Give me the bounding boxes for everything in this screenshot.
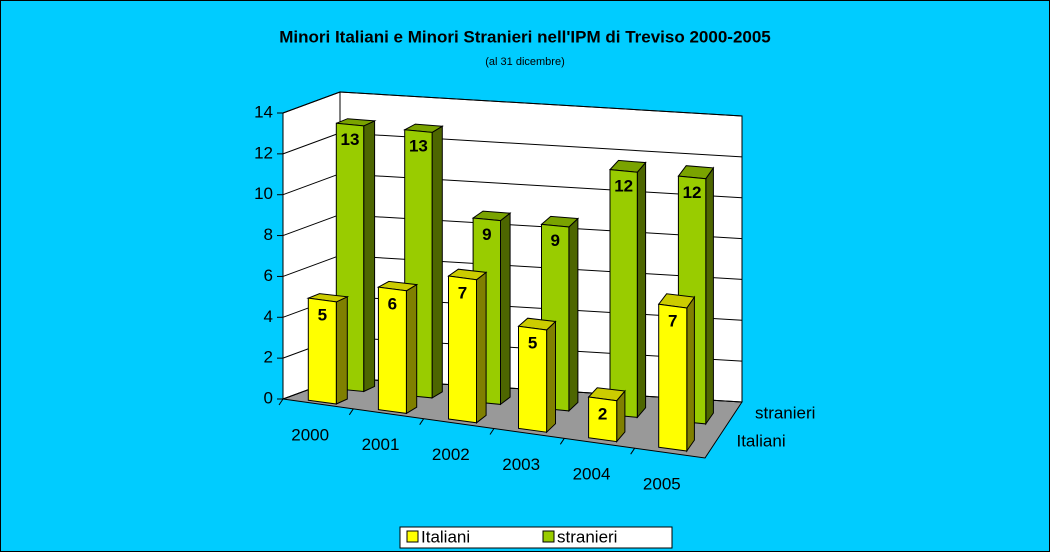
grid-line xyxy=(282,173,341,196)
bar xyxy=(306,293,350,405)
y-tick-label: 6 xyxy=(264,266,273,285)
data-label: 12 xyxy=(614,176,633,195)
bar-side xyxy=(500,212,511,406)
data-label: 9 xyxy=(482,225,491,244)
chart-subtitle: (al 31 dicembre) xyxy=(485,56,564,68)
grid-line xyxy=(282,214,341,237)
legend-box xyxy=(399,526,673,549)
bar-side xyxy=(686,295,695,453)
grid-line xyxy=(282,254,341,277)
bar-front xyxy=(518,325,548,433)
bar-side xyxy=(568,217,579,413)
x-tick-label: 2003 xyxy=(502,455,540,474)
x-tick-label: 2000 xyxy=(291,425,329,444)
legend-label: stranieri xyxy=(557,527,617,546)
bar-side xyxy=(705,166,714,426)
depth-label: Italiani xyxy=(736,432,785,451)
data-label: 6 xyxy=(388,294,397,313)
data-label: 13 xyxy=(409,137,428,156)
grid-line xyxy=(339,91,743,117)
bar-front xyxy=(448,275,477,424)
bar-side xyxy=(546,320,556,434)
x-tick xyxy=(630,447,636,455)
x-tick xyxy=(559,438,565,445)
legend-swatch xyxy=(406,530,419,543)
data-label: 5 xyxy=(318,305,327,324)
grid-line xyxy=(282,132,341,155)
grid-line xyxy=(282,91,341,114)
y-tick-label: 8 xyxy=(264,225,273,244)
legend: Italiani stranieri xyxy=(399,526,673,549)
bar-side xyxy=(476,271,487,424)
chart-title: Minori Italiani e Minori Stranieri nell'… xyxy=(279,27,771,46)
bar-front xyxy=(609,169,638,418)
bar xyxy=(517,317,557,434)
bar xyxy=(376,280,419,415)
bar-front xyxy=(377,286,407,414)
x-tick xyxy=(489,428,495,435)
data-label: 5 xyxy=(528,334,537,353)
x-tick xyxy=(278,398,284,406)
y-tick-label: 10 xyxy=(254,184,273,203)
data-label: 7 xyxy=(458,283,467,302)
bar-side xyxy=(335,296,348,405)
bar xyxy=(657,293,696,453)
x-tick xyxy=(419,418,425,425)
bar-front xyxy=(658,303,688,452)
data-label: 9 xyxy=(550,231,559,250)
bar-front xyxy=(307,297,337,405)
y-tick-label: 4 xyxy=(264,307,273,326)
data-label: 13 xyxy=(341,130,360,149)
data-label: 12 xyxy=(683,183,702,202)
x-tick-label: 2005 xyxy=(643,475,681,494)
y-tick-label: 12 xyxy=(254,143,273,162)
data-label: 2 xyxy=(598,404,607,423)
bar-side xyxy=(363,120,376,393)
bar xyxy=(587,387,626,443)
legend-swatch xyxy=(542,530,555,543)
bar-side xyxy=(405,283,418,415)
y-tick-label: 0 xyxy=(264,388,273,407)
bar-side xyxy=(636,161,647,419)
bar-front xyxy=(588,396,618,443)
bar-side xyxy=(431,125,443,399)
legend-label: Italiani xyxy=(421,527,470,546)
x-tick xyxy=(348,408,354,416)
x-tick-label: 2001 xyxy=(362,435,400,454)
bar xyxy=(447,268,488,424)
x-tick-label: 2004 xyxy=(573,465,611,484)
y-tick-label: 14 xyxy=(254,102,273,121)
data-label: 7 xyxy=(668,312,677,331)
x-tick-label: 2002 xyxy=(432,445,470,464)
depth-label: stranieri xyxy=(755,404,815,423)
y-tick-label: 2 xyxy=(264,348,273,367)
bar xyxy=(608,159,647,419)
